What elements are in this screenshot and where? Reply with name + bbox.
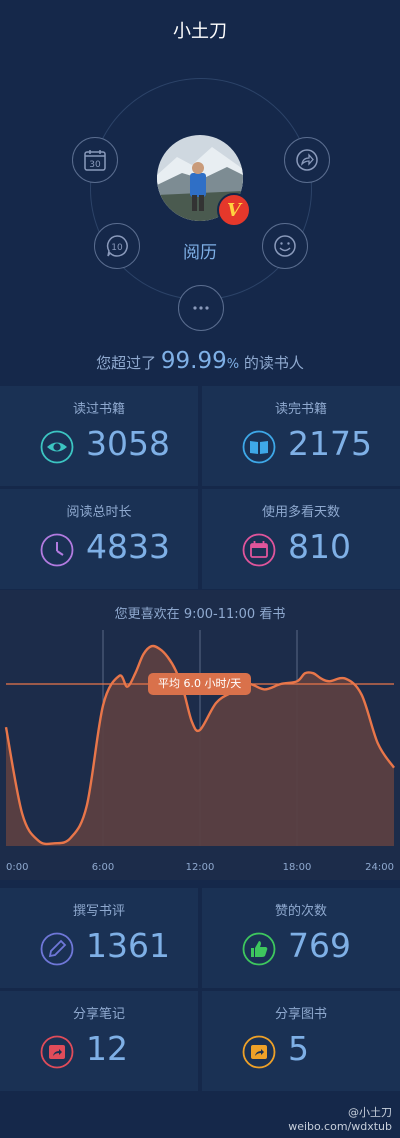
chart-title-suffix: 看书: [259, 607, 286, 622]
summary-percent-unit: %: [226, 357, 240, 372]
stat-label: 赞的次数: [274, 904, 327, 919]
stat-card-likes[interactable]: 赞的次数 769: [202, 888, 400, 988]
stat-label: 分享笔记: [72, 1007, 125, 1022]
stat-label: 撰写书评: [72, 904, 125, 919]
summary-text: 您超过了 99.99% 的读书人: [0, 348, 400, 374]
chart-line: [4, 644, 395, 846]
x-tick-label: 24:00: [365, 862, 394, 873]
verified-badge: V: [217, 193, 251, 227]
page-title: 小土刀: [0, 0, 400, 60]
summary-prefix: 您超过了: [96, 354, 157, 372]
stat-card-reviews-written[interactable]: 撰写书评 1361: [0, 888, 198, 988]
average-label: 平均 6.0 小时/天: [148, 673, 252, 695]
reading-time-chart: 0:00 6:00 12:00 18:00 24:00 平均 6.0 小时/天: [0, 590, 400, 880]
calendar-day-icon: [242, 533, 276, 567]
watermark: @小土刀 weibo.com/wdxtub: [288, 1106, 392, 1134]
watermark-site: weibo.com/wdxtub: [288, 1120, 392, 1133]
calendar-icon: 30: [84, 150, 106, 171]
stat-label: 使用多看天数: [261, 505, 340, 520]
chart-area: [6, 645, 394, 846]
clock-icon: [40, 533, 74, 567]
x-tick-label: 12:00: [186, 862, 215, 873]
chart-title: 您更喜欢在 9:00-11:00 看书: [0, 603, 400, 622]
book-icon: [242, 430, 276, 464]
calendar-button[interactable]: 30: [72, 137, 118, 183]
stat-value: 2175: [288, 424, 372, 463]
smiley-icon: [274, 235, 296, 257]
stat-card-shared-notes[interactable]: 分享笔记 12: [0, 991, 198, 1091]
chart-title-range: 9:00-11:00: [183, 607, 256, 622]
x-tick-label: 0:00: [6, 862, 28, 873]
stat-value: 4833: [86, 527, 170, 566]
stat-card-days-used[interactable]: 使用多看天数 810: [202, 489, 400, 589]
stat-value: 12: [86, 1029, 128, 1068]
stat-label: 分享图书: [274, 1007, 327, 1022]
thumbs-up-icon: [242, 932, 276, 966]
share-note-icon: [40, 1035, 74, 1069]
share-button[interactable]: [284, 137, 330, 183]
stat-value: 769: [288, 926, 351, 965]
summary-percent-value: 99.99: [160, 348, 227, 374]
more-icon: [193, 306, 209, 310]
stat-value: 1361: [86, 926, 170, 965]
stat-card-total-reading-time[interactable]: 阅读总时长 4833: [0, 489, 198, 589]
watermark-handle: @小土刀: [348, 1106, 392, 1119]
stat-card-books-read[interactable]: 读过书籍 3058: [0, 386, 198, 486]
reading-time-chart-svg: 0:00 6:00 12:00 18:00 24:00: [4, 630, 395, 873]
smiley-button[interactable]: [262, 223, 308, 269]
chart-title-prefix: 您更喜欢在: [114, 607, 180, 622]
more-button[interactable]: [178, 285, 224, 331]
eye-icon: [40, 430, 74, 464]
verified-badge-text: V: [227, 199, 241, 221]
comment-button[interactable]: 10: [94, 223, 140, 269]
stat-value: 3058: [86, 424, 170, 463]
x-tick-label: 18:00: [283, 862, 312, 873]
stat-label: 读完书籍: [274, 402, 327, 417]
share-icon: [296, 149, 318, 171]
stat-value: 5: [288, 1029, 309, 1068]
summary-suffix: 的读书人: [243, 354, 304, 372]
x-tick-label: 6:00: [92, 862, 114, 873]
comment-icon: 10: [106, 235, 128, 257]
calendar-day-text: 30: [89, 160, 101, 170]
share-book-icon: [242, 1035, 276, 1069]
pencil-icon: [40, 932, 74, 966]
comment-count-text: 10: [111, 243, 123, 253]
stat-card-shared-books[interactable]: 分享图书 5: [202, 991, 400, 1091]
stat-label: 读过书籍: [72, 402, 125, 417]
page-title-text: 小土刀: [173, 21, 227, 42]
stat-card-books-finished[interactable]: 读完书籍 2175: [202, 386, 400, 486]
reading-history-label[interactable]: 阅历: [183, 243, 217, 263]
chart-x-ticks: 0:00 6:00 12:00 18:00 24:00: [6, 862, 394, 873]
stat-label: 阅读总时长: [66, 505, 132, 520]
stat-value: 810: [288, 527, 351, 566]
